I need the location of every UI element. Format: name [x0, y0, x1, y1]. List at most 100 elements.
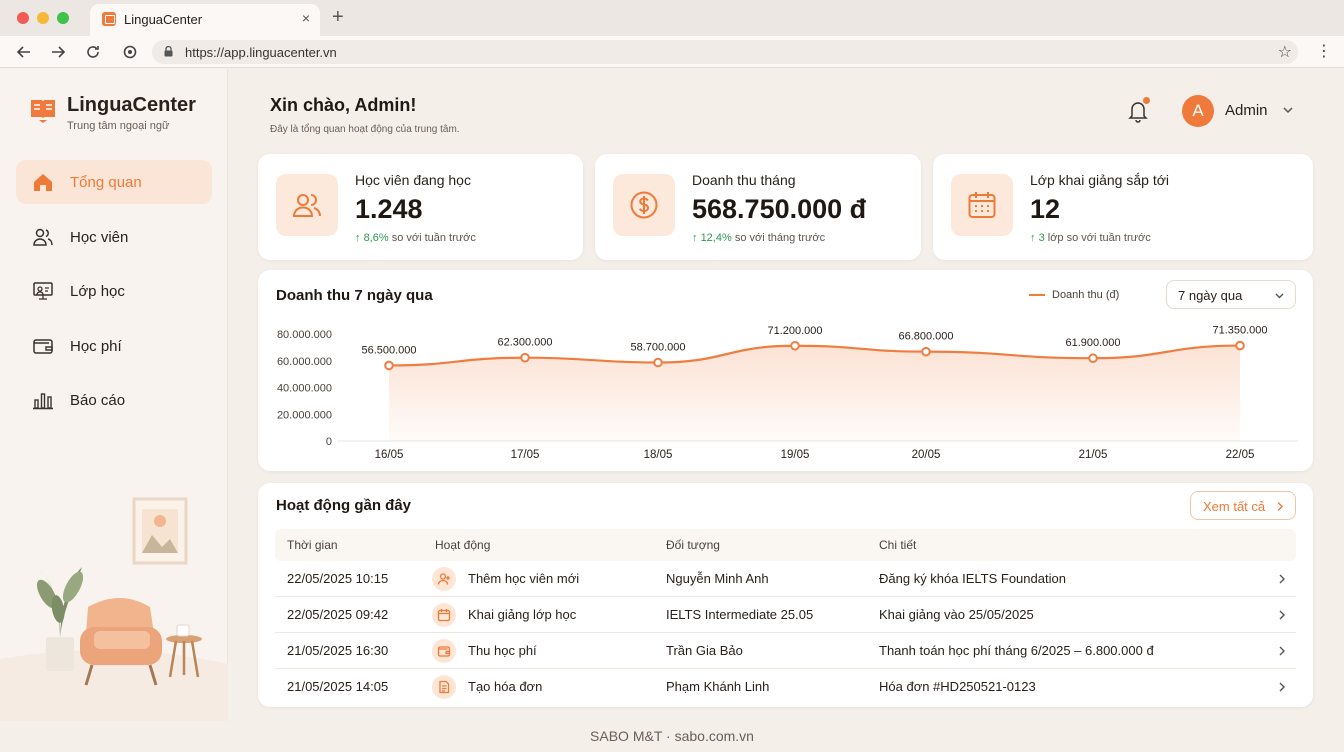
data-label: 71.200.000: [767, 325, 822, 337]
users-icon: [292, 194, 321, 217]
site-settings-icon[interactable]: [119, 41, 141, 63]
cell-activity: Khai giảng lớp học: [468, 607, 577, 622]
delta-text: so với tháng trước: [731, 232, 826, 244]
table-row[interactable]: 22/05/2025 10:15 Thêm học viên mới Nguyễ…: [275, 561, 1296, 597]
recent-activity-card: Hoạt động gần đây Xem tất cả Thời gian H…: [258, 483, 1313, 707]
y-tick-label: 60.000.000: [277, 356, 332, 368]
y-tick-label: 0: [326, 436, 332, 448]
browser-tab-bar: LinguaCenter × +: [0, 0, 1344, 36]
sidebar-item-bao-cao[interactable]: Báo cáo: [16, 378, 212, 422]
sidebar-item-tong-quan[interactable]: Tổng quan: [16, 160, 212, 204]
window-maximize-button[interactable]: [57, 12, 69, 24]
stat-icon-box: [276, 174, 338, 236]
chevron-right-icon: [1277, 502, 1283, 511]
cell-detail: Thanh toán học phí tháng 6/2025 – 6.800.…: [879, 643, 1154, 658]
cell-time: 22/05/2025 10:15: [287, 571, 389, 586]
chevron-down-icon[interactable]: [1282, 104, 1294, 116]
chart-title: Doanh thu 7 ngày qua: [276, 287, 433, 304]
home-icon: [34, 174, 52, 191]
calendar-icon: [432, 603, 456, 627]
column-header-time: Thời gian: [287, 538, 338, 552]
see-all-button[interactable]: Xem tất cả: [1190, 491, 1296, 520]
user-name[interactable]: Admin: [1225, 102, 1268, 119]
address-bar: https://app.linguacenter.vn ☆ ⋮: [0, 36, 1344, 68]
stat-value: 1.248: [355, 194, 423, 224]
sidebar-item-label: Học viên: [70, 229, 129, 246]
data-label: 62.300.000: [497, 337, 552, 349]
cell-time: 22/05/2025 09:42: [287, 607, 389, 622]
browser-menu-icon[interactable]: ⋮: [1316, 43, 1332, 60]
stat-icon-box: [613, 174, 675, 236]
x-tick-label: 20/05: [912, 449, 941, 461]
sidebar-item-lop-hoc[interactable]: Lớp học: [16, 269, 212, 313]
range-select[interactable]: 7 ngày qua: [1166, 280, 1296, 309]
data-label: 61.900.000: [1065, 337, 1120, 349]
arrow-up-icon: ↑: [1030, 232, 1039, 244]
chevron-right-icon[interactable]: [1278, 681, 1286, 693]
table-row[interactable]: 22/05/2025 09:42 Khai giảng lớp học IELT…: [275, 597, 1296, 633]
stat-delta: ↑ 12,4% so với tháng trước: [692, 232, 825, 244]
page-subtitle: Đây là tổng quan hoạt động của trung tâm…: [270, 124, 460, 135]
y-tick-label: 40.000.000: [277, 383, 332, 395]
data-point: [384, 360, 394, 371]
wallet-icon: [432, 639, 456, 663]
stat-card-revenue: Doanh thu tháng 568.750.000 đ ↑ 12,4% so…: [595, 154, 921, 260]
tab-close-button[interactable]: ×: [301, 10, 310, 26]
revenue-chart-card: Doanh thu 7 ngày qua Doanh thu (đ) 7 ngà…: [258, 270, 1313, 471]
x-tick-label: 19/05: [781, 449, 810, 461]
stat-card-upcoming-classes: Lớp khai giảng sắp tới 12 ↑ 3 lớp so với…: [933, 154, 1313, 260]
bookmark-star-icon[interactable]: ☆: [1277, 44, 1292, 61]
legend-swatch: [1029, 294, 1045, 296]
url-field[interactable]: https://app.linguacenter.vn ☆: [152, 40, 1298, 64]
sidebar-item-label: Tổng quan: [70, 174, 142, 191]
cell-detail: Hóa đơn #HD250521-0123: [879, 679, 1036, 694]
forward-icon[interactable]: [47, 41, 69, 63]
page-title: Xin chào, Admin!: [270, 95, 417, 115]
avatar[interactable]: A: [1182, 95, 1214, 127]
sidebar-item-hoc-vien[interactable]: Học viên: [16, 215, 212, 259]
x-tick-label: 18/05: [644, 449, 673, 461]
table-row[interactable]: 21/05/2025 16:30 Thu học phí Trần Gia Bả…: [275, 633, 1296, 669]
invoice-icon: [432, 675, 456, 699]
stat-delta: ↑ 3 lớp so với tuần trước: [1030, 232, 1151, 244]
data-point: [1088, 353, 1098, 364]
cell-time: 21/05/2025 14:05: [287, 679, 389, 694]
data-label: 71.350.000: [1212, 325, 1267, 337]
range-select-value: 7 ngày qua: [1178, 288, 1243, 303]
chevron-right-icon[interactable]: [1278, 573, 1286, 585]
delta-value: 8,6%: [363, 232, 389, 244]
window-minimize-button[interactable]: [37, 12, 49, 24]
cell-detail: Khai giảng vào 25/05/2025: [879, 607, 1034, 622]
calendar-icon: [968, 192, 996, 218]
x-tick-label: 16/05: [375, 449, 404, 461]
column-header-detail: Chi tiết: [879, 538, 917, 552]
cell-time: 21/05/2025 16:30: [287, 643, 389, 658]
main-content: Xin chào, Admin! Đây là tổng quan hoạt đ…: [229, 69, 1344, 721]
stat-value: 568.750.000 đ: [692, 194, 867, 224]
bar-chart-icon: [33, 393, 53, 410]
sidebar-item-label: Học phí: [70, 338, 122, 355]
back-icon[interactable]: [13, 41, 35, 63]
sidebar-item-label: Lớp học: [70, 283, 125, 300]
chevron-right-icon[interactable]: [1278, 645, 1286, 657]
chevron-right-icon[interactable]: [1278, 609, 1286, 621]
sidebar-item-label: Báo cáo: [70, 392, 126, 409]
cell-target: Phạm Khánh Linh: [666, 679, 770, 694]
new-tab-button[interactable]: +: [332, 6, 344, 28]
wallet-icon: [33, 339, 53, 354]
table-row[interactable]: 21/05/2025 14:05 Tạo hóa đơn Phạm Khánh …: [275, 669, 1296, 705]
window-close-button[interactable]: [17, 12, 29, 24]
data-point: [790, 340, 800, 351]
url-text: https://app.linguacenter.vn: [185, 45, 337, 60]
data-label: 66.800.000: [898, 331, 953, 343]
bell-icon[interactable]: [1127, 99, 1149, 123]
reload-icon[interactable]: [82, 41, 104, 63]
data-point: [520, 352, 530, 363]
stat-icon-box: [951, 174, 1013, 236]
browser-tab[interactable]: LinguaCenter ×: [90, 4, 320, 36]
footer-credit: SABO M&T · sabo.com.vn: [0, 721, 1344, 752]
y-tick-label: 20.000.000: [277, 409, 332, 421]
revenue-area-chart: 0 20.000.000 40.000.000 60.000.000 80.000.00…: [277, 325, 1298, 461]
sidebar-item-hoc-phi[interactable]: Học phí: [16, 324, 212, 368]
y-tick-label: 80.000.000: [277, 329, 332, 341]
